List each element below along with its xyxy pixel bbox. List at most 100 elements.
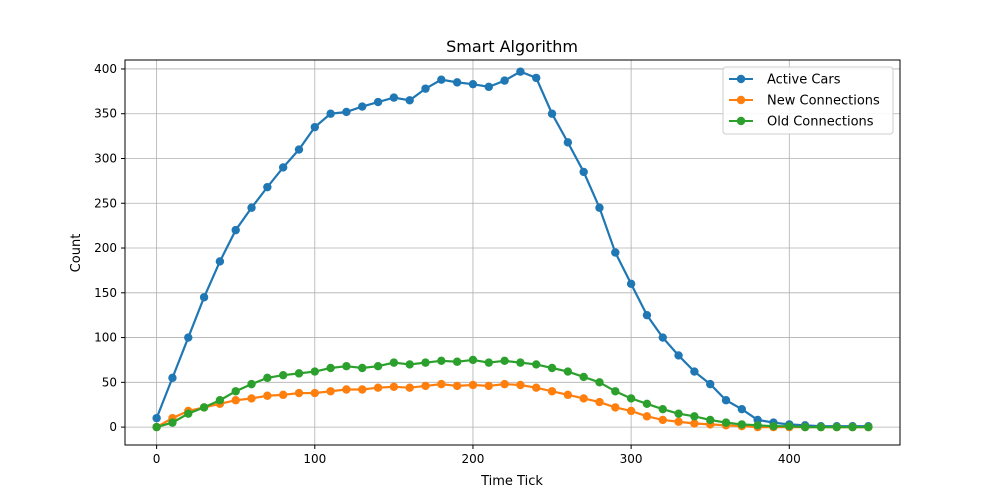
x-tick-label: 300 bbox=[620, 452, 643, 466]
data-point-old-connections bbox=[579, 372, 588, 382]
data-point-active-cars bbox=[263, 182, 272, 192]
data-point-new-connections bbox=[563, 390, 573, 400]
data-point-old-connections bbox=[864, 422, 873, 432]
data-point-old-connections bbox=[215, 396, 225, 405]
y-tick-label: 300 bbox=[94, 151, 117, 165]
data-point-active-cars bbox=[326, 109, 335, 118]
legend-box bbox=[722, 66, 894, 135]
data-point-active-cars bbox=[184, 333, 193, 342]
y-tick-label: 50 bbox=[102, 375, 117, 389]
data-point-old-connections bbox=[516, 358, 525, 367]
data-point-old-connections bbox=[753, 421, 762, 430]
legend-marker bbox=[736, 95, 746, 105]
data-point-old-connections bbox=[611, 387, 620, 396]
legend: Active Cars New Connections Old Connection… bbox=[722, 66, 894, 135]
data-point-new-connections bbox=[468, 380, 478, 390]
ticks: 0 100 200 300 400 0 50 100 150 200 250 300 350 400 bbox=[94, 62, 801, 466]
data-point-old-connections bbox=[184, 409, 193, 418]
series-old-connections bbox=[152, 355, 873, 432]
data-point-old-connections bbox=[421, 358, 430, 367]
data-point-new-connections bbox=[532, 383, 541, 392]
legend-label: Old Connections bbox=[767, 115, 874, 130]
data-point-new-connections bbox=[452, 381, 462, 391]
data-point-new-connections bbox=[658, 415, 667, 425]
legend-marker bbox=[736, 116, 746, 126]
data-point-active-cars bbox=[168, 373, 177, 383]
data-point-active-cars bbox=[199, 293, 209, 302]
data-point-active-cars bbox=[690, 367, 699, 376]
x-tick-label: 400 bbox=[778, 452, 801, 466]
data-point-old-connections bbox=[326, 363, 335, 373]
plot-frame bbox=[124, 59, 901, 446]
data-point-active-cars bbox=[706, 379, 715, 389]
data-point-old-connections bbox=[690, 412, 699, 421]
data-point-old-connections bbox=[595, 378, 604, 387]
y-tick-label: 400 bbox=[94, 62, 117, 76]
y-tick-label: 200 bbox=[94, 241, 117, 255]
data-point-active-cars bbox=[563, 138, 573, 147]
series-new-connections bbox=[152, 379, 873, 432]
data-point-old-connections bbox=[310, 367, 319, 376]
data-point-active-cars bbox=[500, 76, 509, 85]
legend-item-old-connections: Old Connections bbox=[729, 115, 874, 130]
data-point-active-cars bbox=[642, 310, 652, 320]
data-point-new-connections bbox=[642, 412, 652, 421]
y-axis-label: Count bbox=[69, 234, 84, 273]
data-point-old-connections bbox=[563, 367, 573, 376]
data-point-new-connections bbox=[326, 387, 335, 396]
data-point-active-cars bbox=[484, 82, 493, 92]
data-point-new-connections bbox=[626, 406, 636, 416]
data-point-active-cars bbox=[737, 404, 747, 414]
y-tick-label: 150 bbox=[94, 286, 117, 300]
data-point-old-connections bbox=[532, 360, 541, 369]
data-point-new-connections bbox=[310, 388, 319, 398]
data-point-new-connections bbox=[579, 394, 588, 403]
series-line-active-cars bbox=[155, 70, 869, 428]
data-point-active-cars bbox=[152, 413, 161, 423]
data-point-old-connections bbox=[389, 358, 399, 367]
y-tick-label: 350 bbox=[94, 107, 117, 121]
x-axis-label: Time Tick bbox=[480, 474, 543, 489]
data-point-active-cars bbox=[452, 78, 462, 87]
data-point-new-connections bbox=[516, 380, 525, 390]
data-point-new-connections bbox=[294, 388, 304, 398]
data-point-new-connections bbox=[437, 379, 446, 389]
data-point-old-connections bbox=[500, 356, 509, 366]
data-point-old-connections bbox=[358, 363, 367, 373]
x-tick-label: 200 bbox=[462, 452, 485, 466]
data-point-active-cars bbox=[358, 102, 367, 111]
data-point-active-cars bbox=[658, 333, 667, 342]
data-point-active-cars bbox=[516, 67, 525, 76]
data-point-new-connections bbox=[358, 385, 367, 394]
chart-title: Smart Algorithm bbox=[446, 37, 578, 56]
data-point-active-cars bbox=[342, 107, 351, 117]
data-point-new-connections bbox=[690, 419, 699, 428]
data-point-active-cars bbox=[721, 396, 731, 405]
y-tick-label: 250 bbox=[94, 196, 117, 210]
data-point-new-connections bbox=[484, 381, 493, 391]
data-point-old-connections bbox=[484, 358, 493, 367]
data-point-old-connections bbox=[721, 418, 731, 427]
data-point-new-connections bbox=[421, 381, 430, 391]
data-point-old-connections bbox=[832, 422, 841, 432]
data-point-active-cars bbox=[674, 351, 683, 360]
data-point-active-cars bbox=[626, 279, 636, 289]
data-point-active-cars bbox=[437, 75, 446, 84]
x-tick-label: 100 bbox=[303, 452, 326, 466]
data-point-old-connections bbox=[231, 387, 240, 396]
data-point-old-connections bbox=[373, 362, 383, 371]
legend-marker bbox=[736, 74, 746, 84]
data-point-active-cars bbox=[611, 248, 620, 257]
data-point-old-connections bbox=[547, 363, 557, 373]
data-point-active-cars bbox=[532, 73, 541, 83]
data-point-old-connections bbox=[706, 415, 715, 425]
data-point-new-connections bbox=[500, 379, 509, 389]
series-line-new-connections bbox=[156, 383, 869, 429]
data-point-active-cars bbox=[421, 84, 430, 93]
data-point-old-connections bbox=[816, 422, 826, 432]
legend-label: New Connections bbox=[767, 94, 880, 109]
data-point-new-connections bbox=[389, 382, 399, 392]
data-point-new-connections bbox=[342, 385, 351, 394]
data-point-old-connections bbox=[278, 370, 288, 380]
series-line-old-connections bbox=[156, 358, 869, 429]
